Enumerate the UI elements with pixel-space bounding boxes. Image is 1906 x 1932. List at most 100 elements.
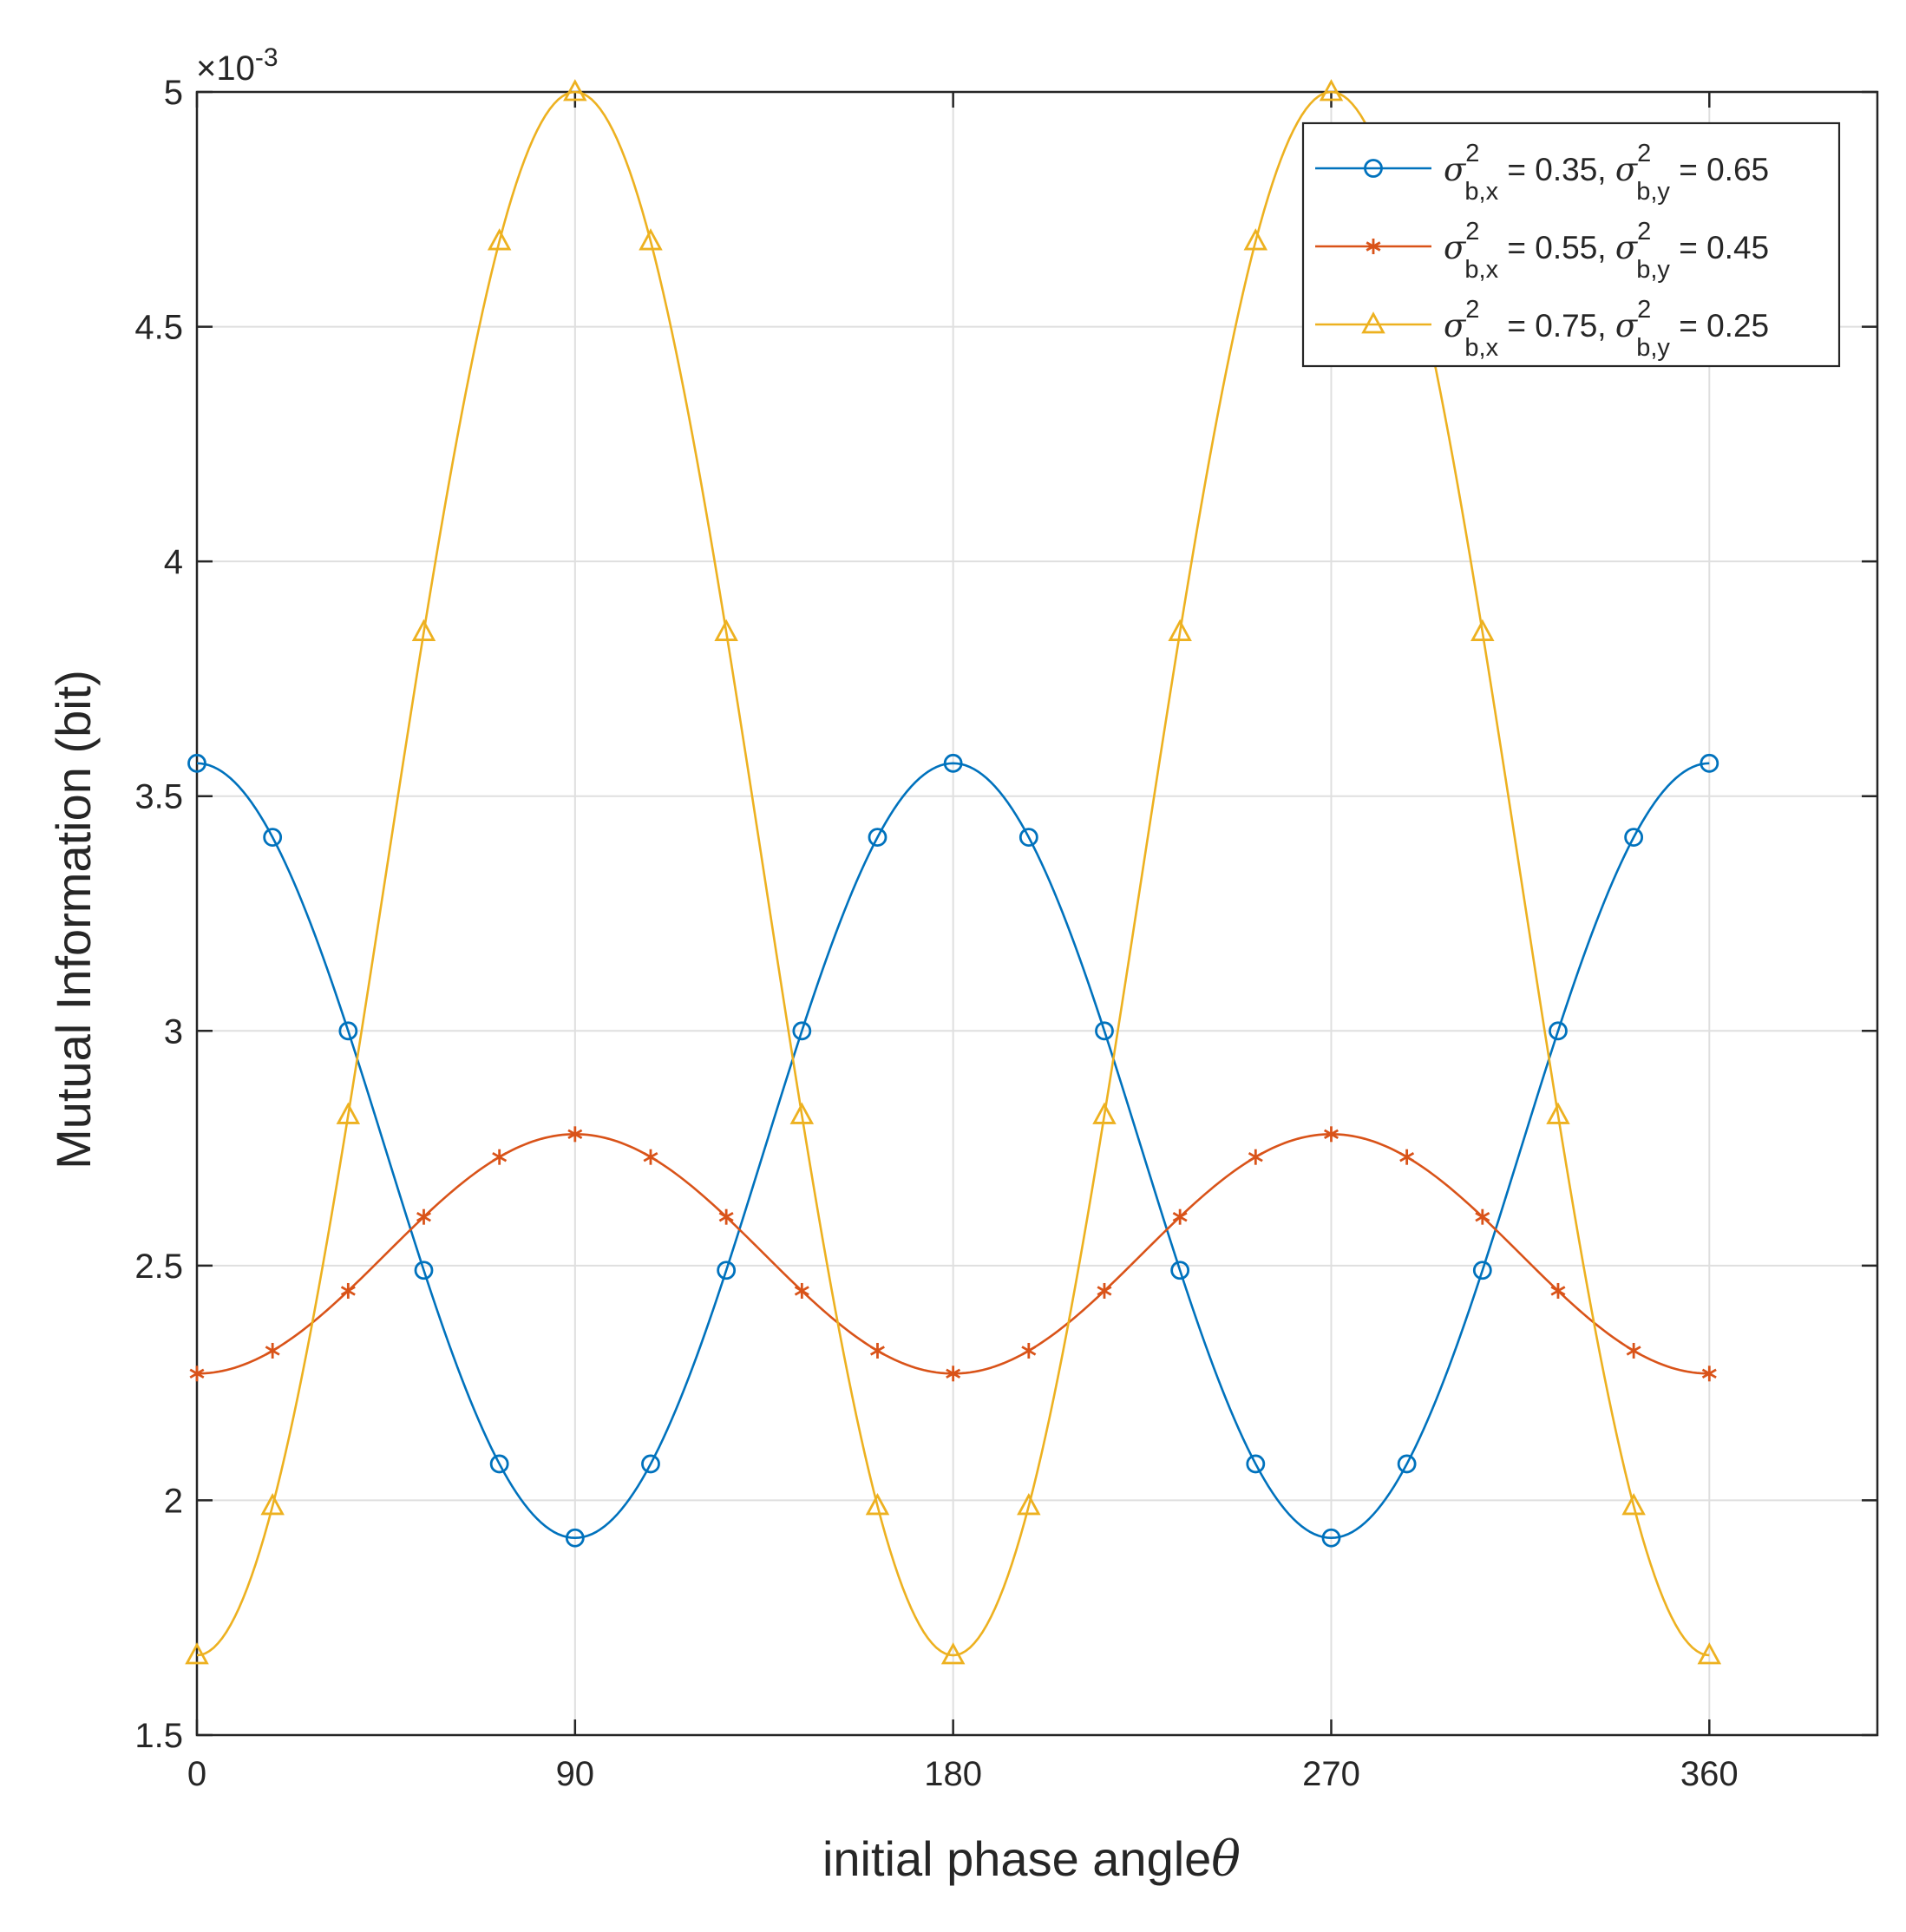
asterisk-stroke (189, 1368, 205, 1379)
data-point-circle (338, 1021, 358, 1041)
data-point-asterisk (718, 1208, 734, 1225)
asterisk-stroke (1366, 241, 1381, 252)
legend-label: σ2 b,x = 0.75, σ2 b,y = 0.25 (1444, 296, 1769, 362)
legend-subscript-x: b,x (1464, 256, 1498, 284)
asterisk-stroke (492, 1151, 508, 1162)
asterisk-stroke (1021, 1346, 1037, 1356)
legend-value-y: = 0.25 (1670, 308, 1769, 344)
x-tick-label: 0 (187, 1755, 206, 1793)
y-tick-label: 2.5 (134, 1248, 183, 1286)
data-point-circle (1095, 1021, 1114, 1041)
series-line (196, 90, 1710, 1657)
data-point-asterisk (1021, 1342, 1037, 1359)
data-point-triangle (1319, 79, 1344, 102)
legend-subscript-x: b,x (1464, 178, 1498, 206)
data-point-triangle (411, 619, 436, 641)
y-exponent-prefix: ×10 (196, 49, 255, 88)
legend-subscript-y: b,y (1636, 334, 1670, 362)
data-point-asterisk (492, 1149, 508, 1165)
data-point-circle (263, 828, 283, 847)
data-point-circle (1170, 1261, 1190, 1280)
data-point-asterisk (1701, 1365, 1717, 1382)
data-point-triangle (865, 1492, 890, 1516)
x-tick-label: 360 (1680, 1755, 1739, 1793)
legend-entry: σ2 b,x = 0.35, σ2 b,y = 0.65 (1315, 140, 1769, 206)
data-point-asterisk (340, 1282, 356, 1299)
data-point-asterisk (946, 1365, 961, 1382)
data-point-triangle (185, 1642, 209, 1665)
asterisk-stroke (643, 1151, 658, 1162)
legend-sigma-y: σ (1615, 229, 1639, 266)
legend-subscript-x: b,x (1464, 334, 1498, 362)
data-point-asterisk (869, 1342, 885, 1359)
data-point-circle (1397, 1454, 1417, 1474)
data-point-circle (1624, 828, 1644, 847)
data-point-triangle (1168, 619, 1192, 641)
data-point-triangle (1017, 1492, 1041, 1516)
data-point-asterisk (1323, 1126, 1339, 1143)
data-point-asterisk (1366, 239, 1381, 254)
asterisk-stroke (1323, 1129, 1339, 1140)
legend-superscript-x: 2 (1465, 140, 1479, 167)
data-point-circle (1364, 159, 1383, 178)
y-tick-label: 1.5 (134, 1717, 183, 1755)
data-point-circle (641, 1454, 660, 1474)
data-point-asterisk (416, 1208, 431, 1225)
data-point-triangle (1621, 1492, 1646, 1516)
data-point-circle (187, 753, 206, 773)
asterisk-stroke (265, 1346, 280, 1356)
legend-value-y: = 0.45 (1670, 230, 1769, 265)
data-point-asterisk (643, 1149, 658, 1165)
legend-entry: σ2 b,x = 0.75, σ2 b,y = 0.25 (1315, 296, 1769, 362)
data-point-circle (1472, 1261, 1492, 1280)
legend-label: σ2 b,x = 0.55, σ2 b,y = 0.45 (1444, 218, 1769, 284)
legend-value-y: = 0.65 (1670, 152, 1769, 187)
x-axis-label: initial phase angleθ (822, 1831, 1241, 1888)
asterisk-stroke (869, 1346, 885, 1356)
x-tick-label: 270 (1302, 1755, 1360, 1793)
legend-value-x: = 0.35, (1498, 152, 1615, 187)
legend-subscript-y: b,y (1636, 178, 1670, 206)
legend-superscript-y: 2 (1637, 218, 1651, 246)
data-point-circle (1246, 1454, 1266, 1474)
legend-sigma-y: σ (1615, 151, 1639, 188)
legend-subscript-y: b,y (1636, 256, 1670, 284)
y-exponent-power: -3 (255, 43, 278, 72)
asterisk-stroke (1550, 1286, 1566, 1296)
series-line (196, 762, 1710, 1540)
data-point-circle (1018, 828, 1038, 847)
asterisk-stroke (946, 1368, 961, 1379)
data-point-triangle (1243, 228, 1268, 251)
asterisk-stroke (1248, 1151, 1263, 1162)
data-point-asterisk (1399, 1149, 1415, 1165)
data-point-triangle (940, 1642, 966, 1665)
asterisk-stroke (1172, 1211, 1188, 1222)
grid-lines (196, 91, 1877, 1736)
data-point-circle (717, 1261, 737, 1280)
data-point-triangle (639, 228, 663, 251)
data-point-triangle (714, 619, 738, 641)
asterisk-stroke (718, 1211, 734, 1222)
series-marker-group (187, 753, 1719, 1548)
asterisk-stroke (567, 1129, 583, 1140)
y-tick-label: 3 (164, 1012, 183, 1051)
data-point-asterisk (1172, 1208, 1188, 1225)
data-point-triangle (260, 1492, 285, 1516)
data-point-triangle (336, 1102, 361, 1124)
data-point-triangle (1361, 311, 1385, 334)
legend-sigma-x: σ (1444, 307, 1467, 344)
legend-superscript-y: 2 (1637, 140, 1651, 167)
data-point-asterisk (1626, 1342, 1641, 1359)
y-tick-label: 4.5 (134, 309, 183, 347)
data-point-asterisk (1475, 1208, 1490, 1225)
y-axis-label: Mutual Information (bit) (46, 670, 101, 1169)
data-point-circle (943, 753, 963, 773)
x-axis-label-text: initial phase angle (822, 1831, 1211, 1886)
legend-label: σ2 b,x = 0.35, σ2 b,y = 0.65 (1444, 140, 1769, 206)
legend-superscript-x: 2 (1465, 218, 1479, 246)
data-point-circle (565, 1528, 585, 1548)
data-point-asterisk (1248, 1149, 1263, 1165)
data-point-asterisk (1097, 1282, 1112, 1299)
data-point-triangle (563, 79, 587, 102)
